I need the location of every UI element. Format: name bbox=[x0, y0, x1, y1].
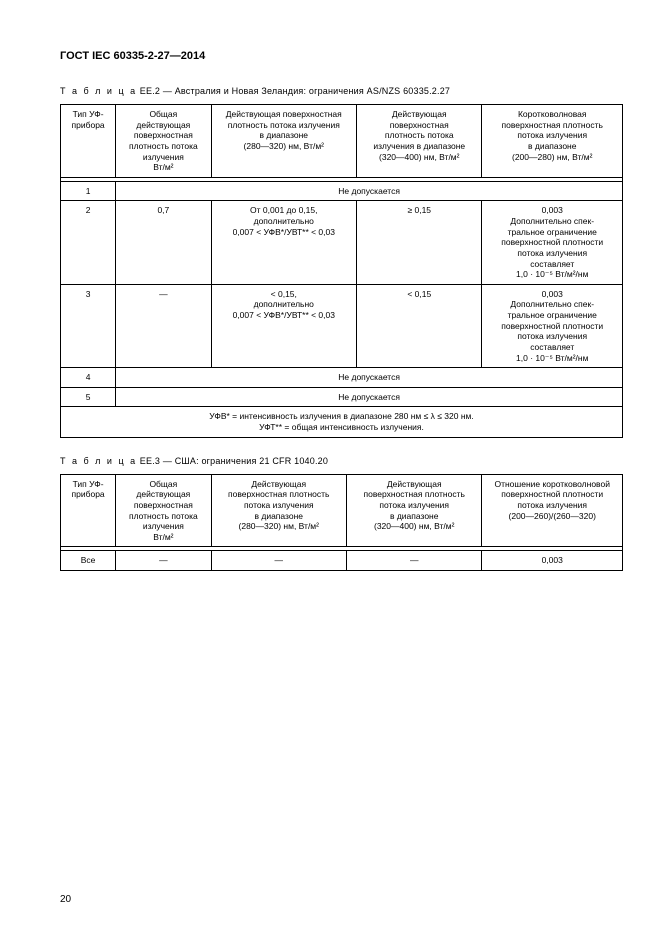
cell: < 0,15 bbox=[357, 284, 482, 367]
cell: 3 bbox=[61, 284, 116, 367]
table-row: 4 Не допускается bbox=[61, 368, 623, 388]
caption-rest: ЕЕ.3 — США: ограничения 21 CFR 1040.20 bbox=[137, 456, 328, 466]
header-cell: Общаядействующаяповерхностнаяплотность п… bbox=[116, 105, 211, 178]
footnote-cell: УФВ* = интенсивность излучения в диапазо… bbox=[61, 407, 623, 437]
cell-merged: Не допускается bbox=[116, 368, 623, 388]
cell: ≥ 0,15 bbox=[357, 201, 482, 284]
cell: — bbox=[116, 551, 211, 571]
table-ee3-caption: Т а б л и ц а ЕЕ.3 — США: ограничения 21… bbox=[60, 456, 623, 466]
doc-id: ГОСТ IEC 60335-2-27—2014 bbox=[60, 50, 623, 62]
cell: 1 bbox=[61, 181, 116, 201]
header-cell: Действующаяповерхностнаяплотность потока… bbox=[357, 105, 482, 178]
cell: 2 bbox=[61, 201, 116, 284]
table-ee2: Тип УФ-прибора Общаядействующаяповерхнос… bbox=[60, 104, 623, 438]
caption-prefix: Т а б л и ц а bbox=[60, 86, 137, 96]
header-cell: Отношение коротковолновойповерхностной п… bbox=[482, 474, 623, 547]
header-cell: Тип УФ-прибора bbox=[61, 105, 116, 178]
cell-merged: Не допускается bbox=[116, 387, 623, 407]
header-cell: Действующаяповерхностная плотностьпотока… bbox=[211, 474, 346, 547]
cell: 0,7 bbox=[116, 201, 211, 284]
table-row: Все — — — 0,003 bbox=[61, 551, 623, 571]
cell: 0,003 bbox=[482, 551, 623, 571]
cell-merged: Не допускается bbox=[116, 181, 623, 201]
cell: — bbox=[116, 284, 211, 367]
cell: 5 bbox=[61, 387, 116, 407]
header-cell: Коротковолноваяповерхностная плотностьпо… bbox=[482, 105, 623, 178]
cell: — bbox=[211, 551, 346, 571]
table-row: 1 Не допускается bbox=[61, 181, 623, 201]
header-cell: Действующаяповерхностная плотностьпотока… bbox=[346, 474, 481, 547]
header-cell: Тип УФ-прибора bbox=[61, 474, 116, 547]
cell: — bbox=[346, 551, 481, 571]
table-ee2-caption: Т а б л и ц а ЕЕ.2 — Австралия и Новая З… bbox=[60, 86, 623, 96]
header-cell: Общаядействующаяповерхностнаяплотность п… bbox=[116, 474, 211, 547]
table-header-row: Тип УФ-прибора Общаядействующаяповерхнос… bbox=[61, 474, 623, 547]
table-footnote-row: УФВ* = интенсивность излучения в диапазо… bbox=[61, 407, 623, 437]
cell: 0,003Дополнительно спек-тральное огранич… bbox=[482, 201, 623, 284]
cell: 0,003Дополнительно спек-тральное огранич… bbox=[482, 284, 623, 367]
page-number: 20 bbox=[60, 894, 71, 905]
caption-prefix: Т а б л и ц а bbox=[60, 456, 137, 466]
table-row: 3 — < 0,15,дополнительно0,007 < УФВ*/УВТ… bbox=[61, 284, 623, 367]
cell: 4 bbox=[61, 368, 116, 388]
table-row: 5 Не допускается bbox=[61, 387, 623, 407]
caption-rest: ЕЕ.2 — Австралия и Новая Зеландия: огран… bbox=[137, 86, 450, 96]
cell: Все bbox=[61, 551, 116, 571]
table-row: 2 0,7 От 0,001 до 0,15,дополнительно0,00… bbox=[61, 201, 623, 284]
cell: < 0,15,дополнительно0,007 < УФВ*/УВТ** <… bbox=[211, 284, 357, 367]
header-cell: Действующая поверхностнаяплотность поток… bbox=[211, 105, 357, 178]
cell: От 0,001 до 0,15,дополнительно0,007 < УФ… bbox=[211, 201, 357, 284]
table-ee3: Тип УФ-прибора Общаядействующаяповерхнос… bbox=[60, 474, 623, 571]
table-header-row: Тип УФ-прибора Общаядействующаяповерхнос… bbox=[61, 105, 623, 178]
